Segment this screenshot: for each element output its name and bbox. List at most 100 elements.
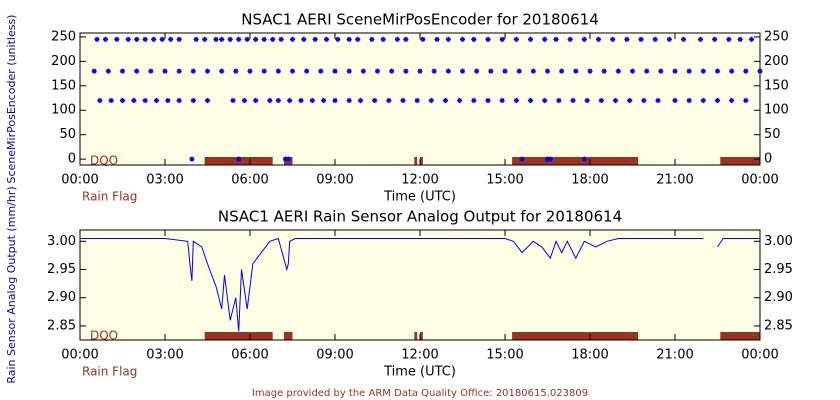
data-point bbox=[386, 97, 392, 104]
data-point bbox=[346, 68, 352, 74]
x-tick-label: 09:00 bbox=[316, 173, 353, 188]
plot-frame bbox=[79, 32, 761, 166]
data-point bbox=[700, 68, 706, 74]
x-tick-label: 03:00 bbox=[146, 173, 183, 188]
data-point bbox=[270, 36, 276, 42]
data-point bbox=[502, 68, 508, 74]
x-tick-label: 09:00 bbox=[316, 348, 353, 363]
data-point bbox=[598, 97, 604, 104]
data-point bbox=[165, 97, 171, 104]
x-tick-label: 00:00 bbox=[61, 173, 98, 188]
data-point bbox=[304, 68, 310, 74]
data-point bbox=[686, 97, 692, 104]
data-point bbox=[142, 97, 148, 104]
y-axis-label: Rain Sensor Analog Output (mm/hr) bbox=[5, 186, 18, 383]
data-point bbox=[301, 36, 307, 42]
data-point bbox=[131, 97, 137, 104]
data-point bbox=[615, 68, 621, 74]
data-point bbox=[355, 36, 361, 42]
data-point bbox=[202, 36, 208, 42]
data-point bbox=[282, 156, 289, 162]
y2-tick-label: 150 bbox=[764, 78, 789, 93]
y-tick-label: 0 bbox=[68, 152, 76, 167]
data-point bbox=[544, 68, 551, 74]
data-point bbox=[686, 68, 692, 74]
data-point bbox=[261, 68, 267, 74]
data-point bbox=[612, 97, 619, 104]
data-point bbox=[587, 68, 593, 74]
data-point bbox=[287, 97, 293, 104]
x-tick-label: 18:00 bbox=[571, 348, 608, 363]
data-point bbox=[573, 68, 579, 74]
y-tick-label: 2.85 bbox=[47, 318, 76, 333]
data-point bbox=[403, 36, 409, 42]
x-tick-label: 18:00 bbox=[571, 173, 608, 188]
data-point bbox=[332, 68, 338, 74]
data-point bbox=[714, 97, 721, 104]
y2-tick-label: 2.90 bbox=[764, 290, 793, 305]
data-point bbox=[134, 36, 140, 42]
data-point bbox=[471, 36, 477, 42]
flag-label: DQO bbox=[90, 329, 118, 343]
y2-tick-label: 100 bbox=[764, 103, 789, 118]
data-point bbox=[142, 36, 148, 42]
y-tick-label: 250 bbox=[51, 29, 76, 44]
data-point bbox=[227, 36, 233, 42]
data-point bbox=[193, 36, 199, 42]
data-point bbox=[729, 68, 735, 74]
data-point bbox=[737, 36, 743, 42]
data-point bbox=[298, 97, 304, 104]
data-point bbox=[189, 156, 195, 162]
data-point bbox=[275, 68, 281, 74]
data-point bbox=[530, 68, 536, 74]
chart-title: NSAC1 AERI Rain Sensor Analog Output for… bbox=[218, 208, 622, 226]
data-point bbox=[119, 97, 126, 104]
data-point bbox=[459, 68, 466, 74]
data-point bbox=[629, 68, 636, 74]
data-point bbox=[219, 36, 225, 42]
data-point bbox=[658, 68, 664, 74]
rain-flag-bar bbox=[420, 157, 423, 165]
x-tick-label: 03:00 bbox=[146, 348, 183, 363]
y-axis-label: SceneMirPosEncoder (unitless) bbox=[5, 15, 18, 184]
data-point bbox=[285, 156, 291, 162]
data-point bbox=[519, 156, 525, 162]
x-tick-label: 15:00 bbox=[486, 348, 523, 363]
data-point bbox=[151, 36, 157, 42]
data-point bbox=[499, 36, 505, 42]
data-point bbox=[627, 97, 633, 104]
data-point bbox=[748, 36, 755, 42]
data-point bbox=[289, 68, 296, 74]
data-point bbox=[236, 36, 242, 42]
data-point bbox=[420, 36, 426, 42]
data-point bbox=[318, 68, 324, 74]
data-point bbox=[278, 36, 284, 42]
data-point bbox=[474, 68, 480, 74]
data-point bbox=[442, 97, 449, 104]
data-point bbox=[162, 68, 168, 74]
x-tick-label: 12:00 bbox=[401, 348, 438, 363]
data-point bbox=[134, 68, 140, 74]
flag-label: DQO bbox=[90, 154, 118, 168]
data-point bbox=[267, 97, 273, 104]
data-point bbox=[471, 97, 477, 104]
data-point bbox=[457, 97, 463, 104]
data-point bbox=[544, 156, 551, 162]
y2-tick-label: 250 bbox=[764, 29, 789, 44]
data-point bbox=[610, 36, 616, 42]
x-tick-label: 15:00 bbox=[486, 173, 523, 188]
y-tick-label: 2.90 bbox=[47, 290, 76, 305]
y-tick-label: 50 bbox=[59, 127, 76, 142]
data-point bbox=[261, 36, 267, 42]
data-point bbox=[513, 36, 519, 42]
data-point bbox=[108, 97, 114, 104]
data-point bbox=[638, 36, 644, 42]
data-point bbox=[601, 68, 607, 74]
data-point bbox=[459, 36, 466, 42]
rain-flag-bar bbox=[512, 332, 639, 340]
data-line bbox=[80, 237, 760, 332]
data-point bbox=[244, 36, 250, 42]
data-point bbox=[247, 68, 253, 74]
data-point bbox=[743, 68, 749, 74]
data-point bbox=[159, 36, 165, 42]
